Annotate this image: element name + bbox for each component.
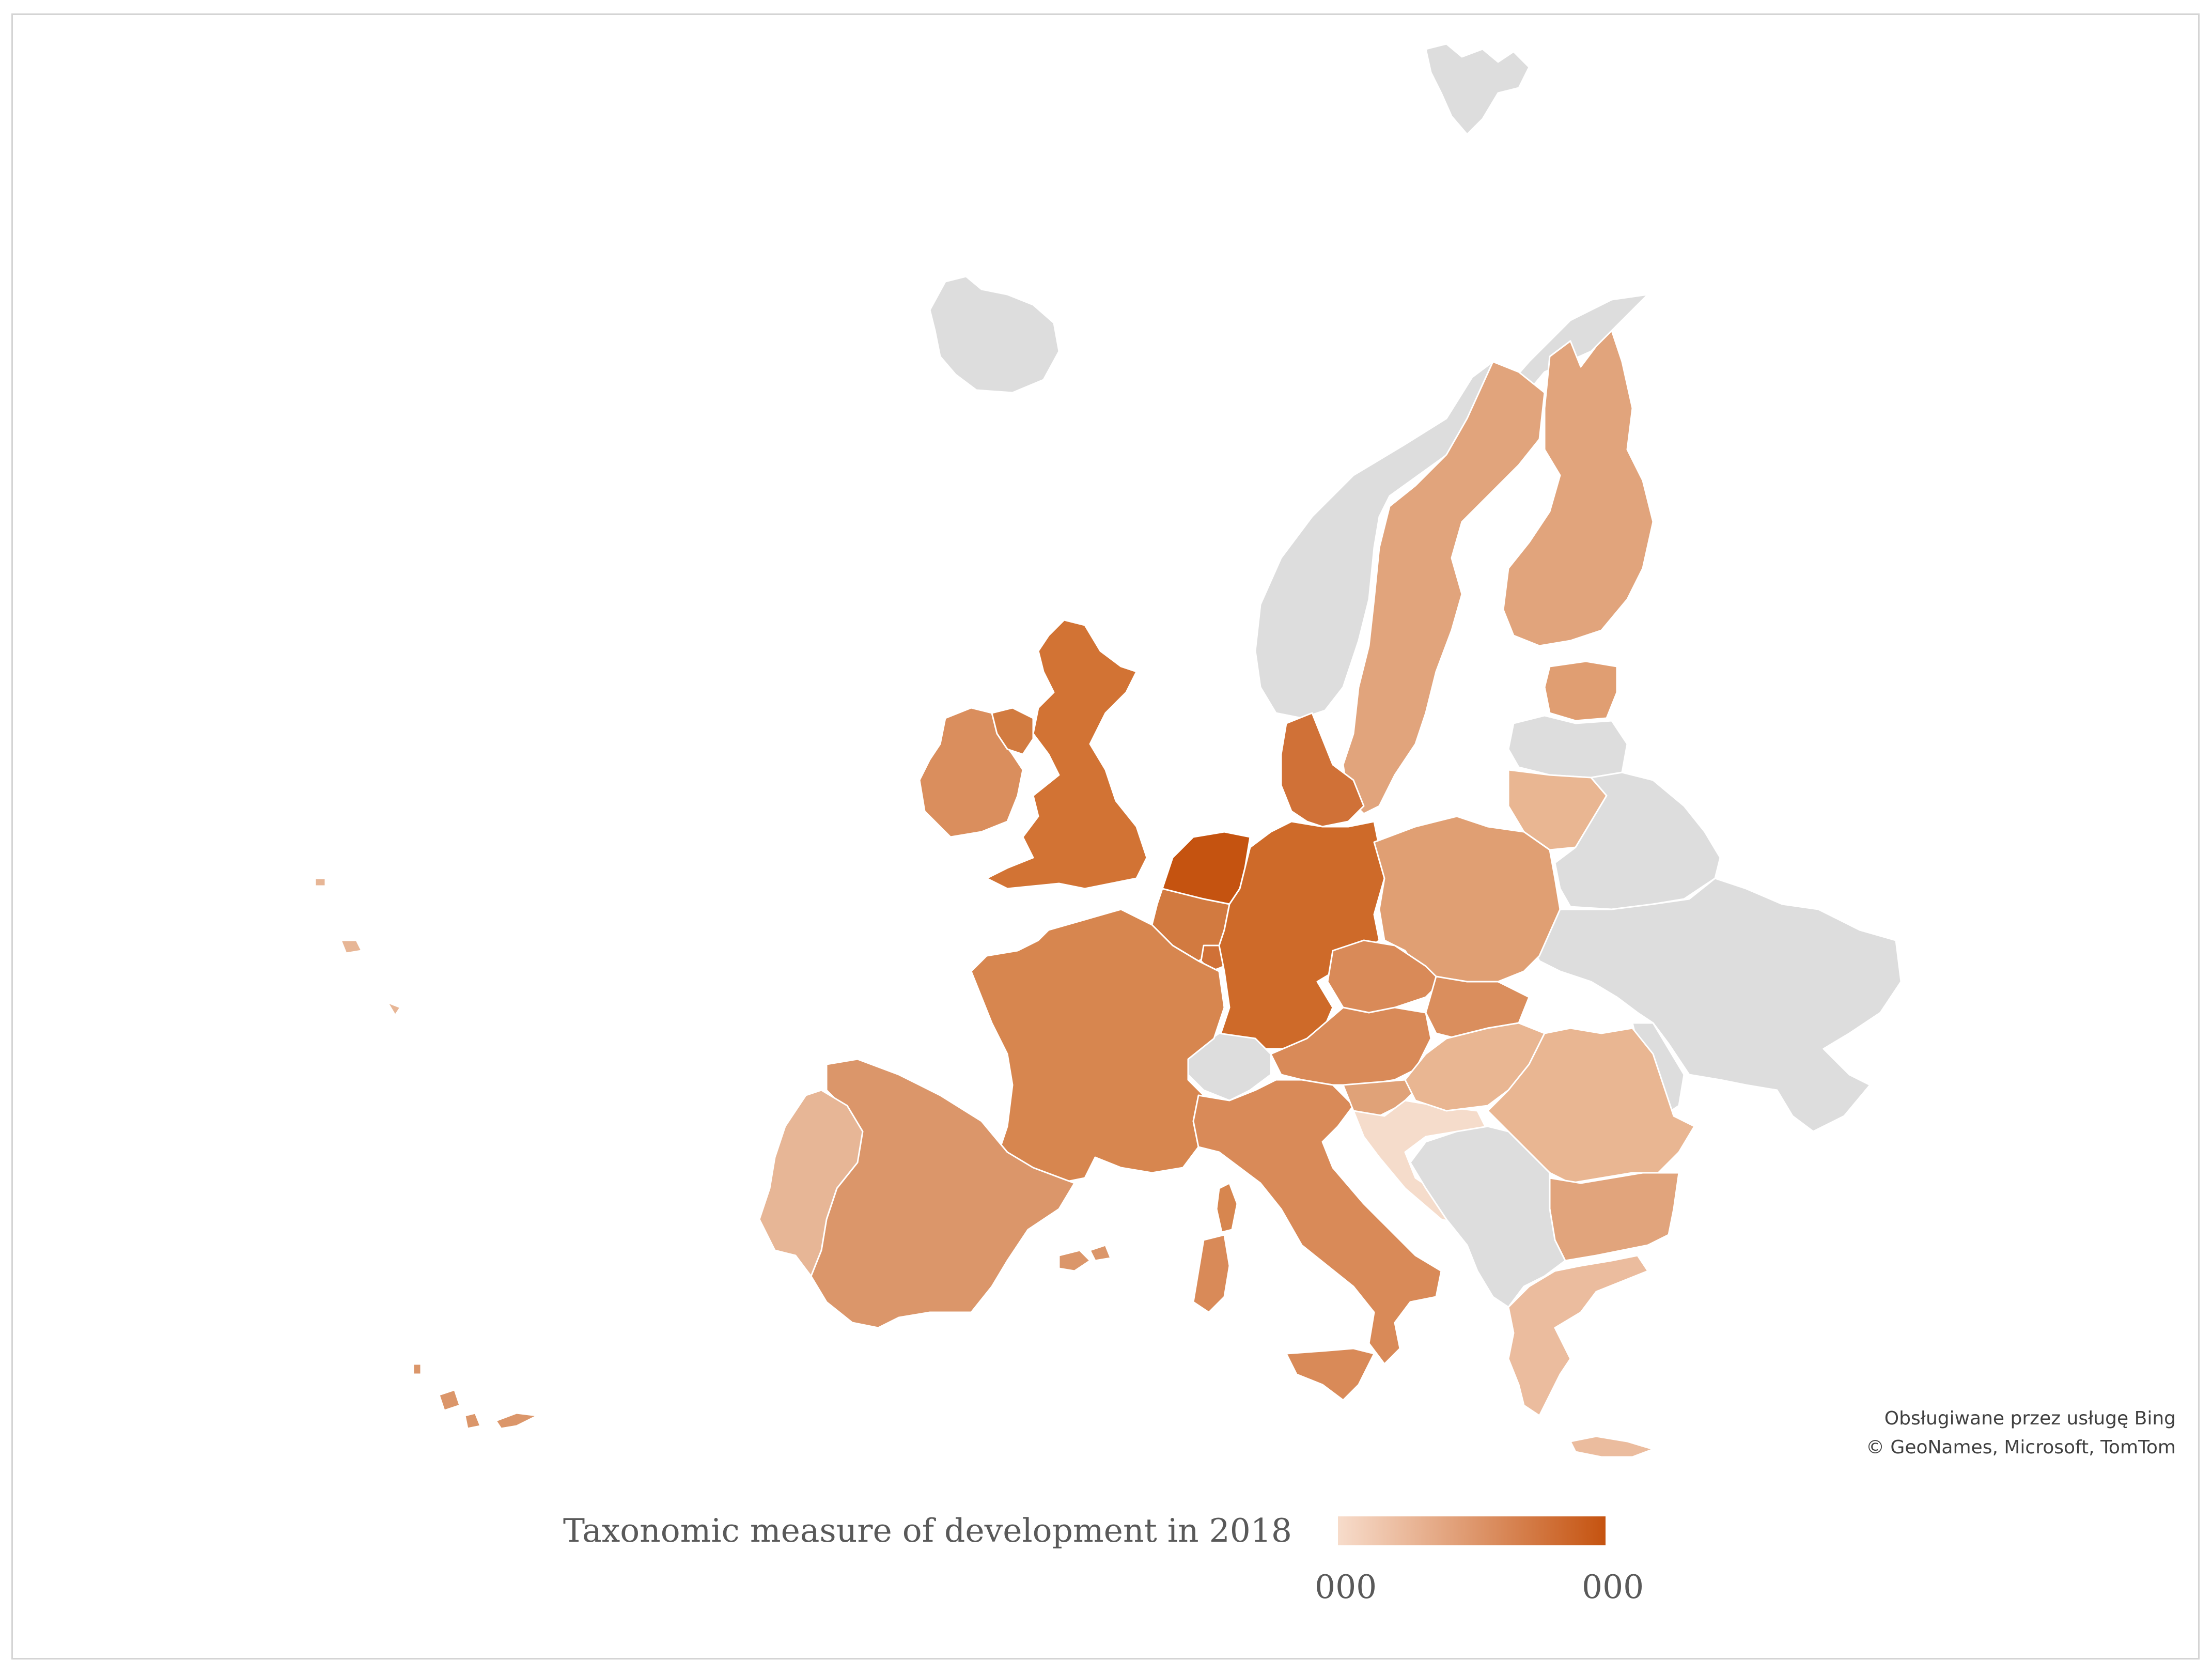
region-corsica[interactable] [1216, 1182, 1238, 1233]
region-sicily[interactable] [1285, 1347, 1375, 1401]
region-iceland[interactable] [929, 275, 1060, 394]
region-western-balkans[interactable] [1409, 1125, 1566, 1308]
region-portugal[interactable] [758, 1089, 864, 1277]
region-finland[interactable] [1502, 330, 1654, 647]
region-switzerland[interactable] [1187, 1032, 1272, 1102]
region-azores[interactable] [314, 877, 401, 1016]
region-norway[interactable] [1254, 293, 1649, 719]
region-crete[interactable] [1569, 1435, 1654, 1458]
region-france[interactable] [970, 908, 1225, 1184]
region-canary-islands[interactable] [412, 1363, 538, 1430]
attribution-line-1: Obsługiwane przez usługę Bing [1884, 1408, 2176, 1429]
region-svalbard[interactable] [1425, 43, 1530, 135]
region-czechia[interactable] [1327, 939, 1442, 1014]
region-balearic-islands[interactable] [1058, 1244, 1112, 1272]
region-poland[interactable] [1373, 815, 1561, 983]
region-bulgaria[interactable] [1549, 1172, 1680, 1262]
region-estonia[interactable] [1544, 660, 1618, 722]
legend-color-scale [1338, 1516, 1606, 1545]
legend-title: Taxonomic measure of development in 2018 [563, 1512, 1292, 1549]
region-italy[interactable] [1192, 1079, 1442, 1365]
attribution-line-2: © GeoNames, Microsoft, TomTom [1865, 1437, 2176, 1458]
region-united-kingdom[interactable] [986, 619, 1148, 890]
legend-max-label: 000 [1582, 1568, 1644, 1606]
region-sweden[interactable] [1342, 361, 1546, 815]
region-latvia[interactable] [1507, 715, 1628, 779]
region-sardinia[interactable] [1192, 1234, 1230, 1313]
legend-min-label: 000 [1315, 1568, 1377, 1606]
region-ukraine[interactable] [1533, 877, 1902, 1133]
region-northern-ireland[interactable] [991, 707, 1034, 755]
region-greece[interactable] [1507, 1254, 1649, 1417]
region-denmark[interactable] [1280, 712, 1365, 828]
